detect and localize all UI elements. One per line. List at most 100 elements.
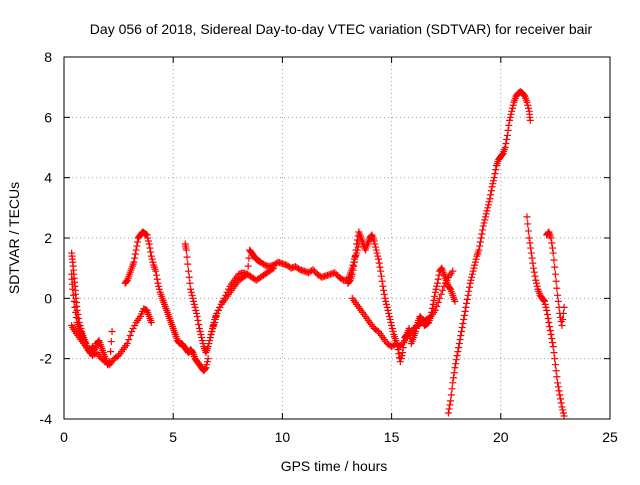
- data-point: [475, 246, 483, 254]
- data-point: [132, 246, 140, 254]
- data-point: [108, 328, 116, 336]
- data-point: [184, 267, 192, 275]
- data-point: [533, 282, 541, 290]
- data-point: [482, 213, 490, 221]
- data-point: [182, 246, 190, 254]
- data-point: [523, 98, 531, 106]
- data-point: [551, 355, 559, 363]
- data-point: [558, 403, 566, 411]
- data-point: [551, 361, 559, 369]
- data-point: [134, 238, 142, 246]
- data-point: [468, 273, 476, 281]
- data-point: [345, 277, 353, 285]
- data-point: [507, 110, 515, 118]
- data-point: [527, 249, 535, 257]
- data-point: [468, 270, 476, 278]
- data-point: [540, 296, 548, 304]
- data-point: [382, 297, 390, 305]
- data-point: [204, 355, 212, 363]
- y-tick-label: 4: [44, 170, 52, 186]
- data-point: [471, 258, 479, 266]
- data-point: [445, 405, 453, 413]
- data-point: [146, 244, 154, 252]
- data-point: [477, 234, 485, 242]
- data-point: [188, 348, 196, 356]
- data-point: [206, 337, 214, 345]
- data-point: [149, 258, 157, 266]
- data-point: [543, 306, 551, 314]
- series-fall-1: [523, 213, 568, 420]
- data-point: [204, 343, 212, 351]
- data-point: [399, 349, 407, 357]
- data-point: [190, 300, 198, 308]
- data-point: [429, 300, 437, 308]
- data-point: [203, 358, 211, 366]
- y-tick-label: 6: [44, 109, 52, 125]
- data-point: [503, 131, 511, 139]
- data-point: [559, 406, 567, 414]
- data-point: [489, 180, 497, 188]
- data-point: [245, 254, 253, 262]
- data-point: [388, 325, 396, 332]
- x-axis-label: GPS time / hours: [281, 458, 388, 474]
- data-point: [463, 299, 471, 307]
- data-point: [349, 266, 357, 274]
- data-point: [558, 321, 566, 329]
- data-point: [436, 294, 444, 302]
- data-point: [479, 226, 487, 234]
- data-point: [431, 292, 439, 300]
- data-point: [189, 294, 197, 302]
- data-point: [504, 126, 512, 134]
- series-rise: [444, 88, 534, 417]
- data-point: [196, 328, 204, 336]
- data-point: [458, 323, 466, 331]
- data-point: [548, 239, 556, 247]
- data-point: [147, 248, 155, 256]
- data-point: [466, 279, 474, 287]
- data-point: [549, 249, 557, 257]
- data-point: [210, 318, 218, 326]
- data-point: [557, 399, 565, 407]
- data-point: [351, 252, 359, 260]
- y-tick-label: 8: [44, 49, 52, 65]
- data-point: [501, 144, 509, 151]
- series-trace-b: [68, 305, 155, 369]
- data-point: [383, 303, 391, 311]
- data-point: [447, 391, 455, 399]
- data-point: [198, 334, 206, 342]
- data-point: [524, 227, 532, 235]
- data-point: [386, 315, 394, 323]
- data-point: [352, 246, 360, 254]
- data-point: [152, 267, 160, 275]
- data-point: [433, 302, 441, 310]
- data-point: [457, 328, 465, 336]
- data-point: [457, 332, 465, 340]
- data-point: [508, 104, 516, 112]
- data-point: [492, 166, 500, 174]
- data-point: [348, 270, 356, 278]
- data-point: [433, 279, 441, 287]
- grid-lines: [64, 57, 610, 419]
- data-point: [560, 303, 568, 311]
- data-point: [153, 275, 161, 283]
- data-point: [375, 259, 383, 267]
- data-point: [192, 309, 200, 317]
- data-point: [484, 204, 492, 212]
- data-point: [385, 312, 393, 320]
- data-point: [243, 270, 251, 278]
- data-point: [198, 337, 206, 345]
- data-point: [380, 286, 388, 294]
- data-point: [453, 352, 461, 360]
- data-point: [443, 276, 451, 284]
- data-point: [207, 331, 215, 339]
- data-point: [551, 270, 559, 278]
- data-point: [547, 234, 555, 242]
- data-point: [378, 277, 386, 285]
- series-trace-g: [348, 267, 457, 351]
- data-point: [553, 373, 561, 381]
- data-point: [191, 303, 199, 311]
- data-point: [481, 216, 489, 224]
- data-points: [68, 88, 568, 420]
- data-point: [480, 219, 488, 227]
